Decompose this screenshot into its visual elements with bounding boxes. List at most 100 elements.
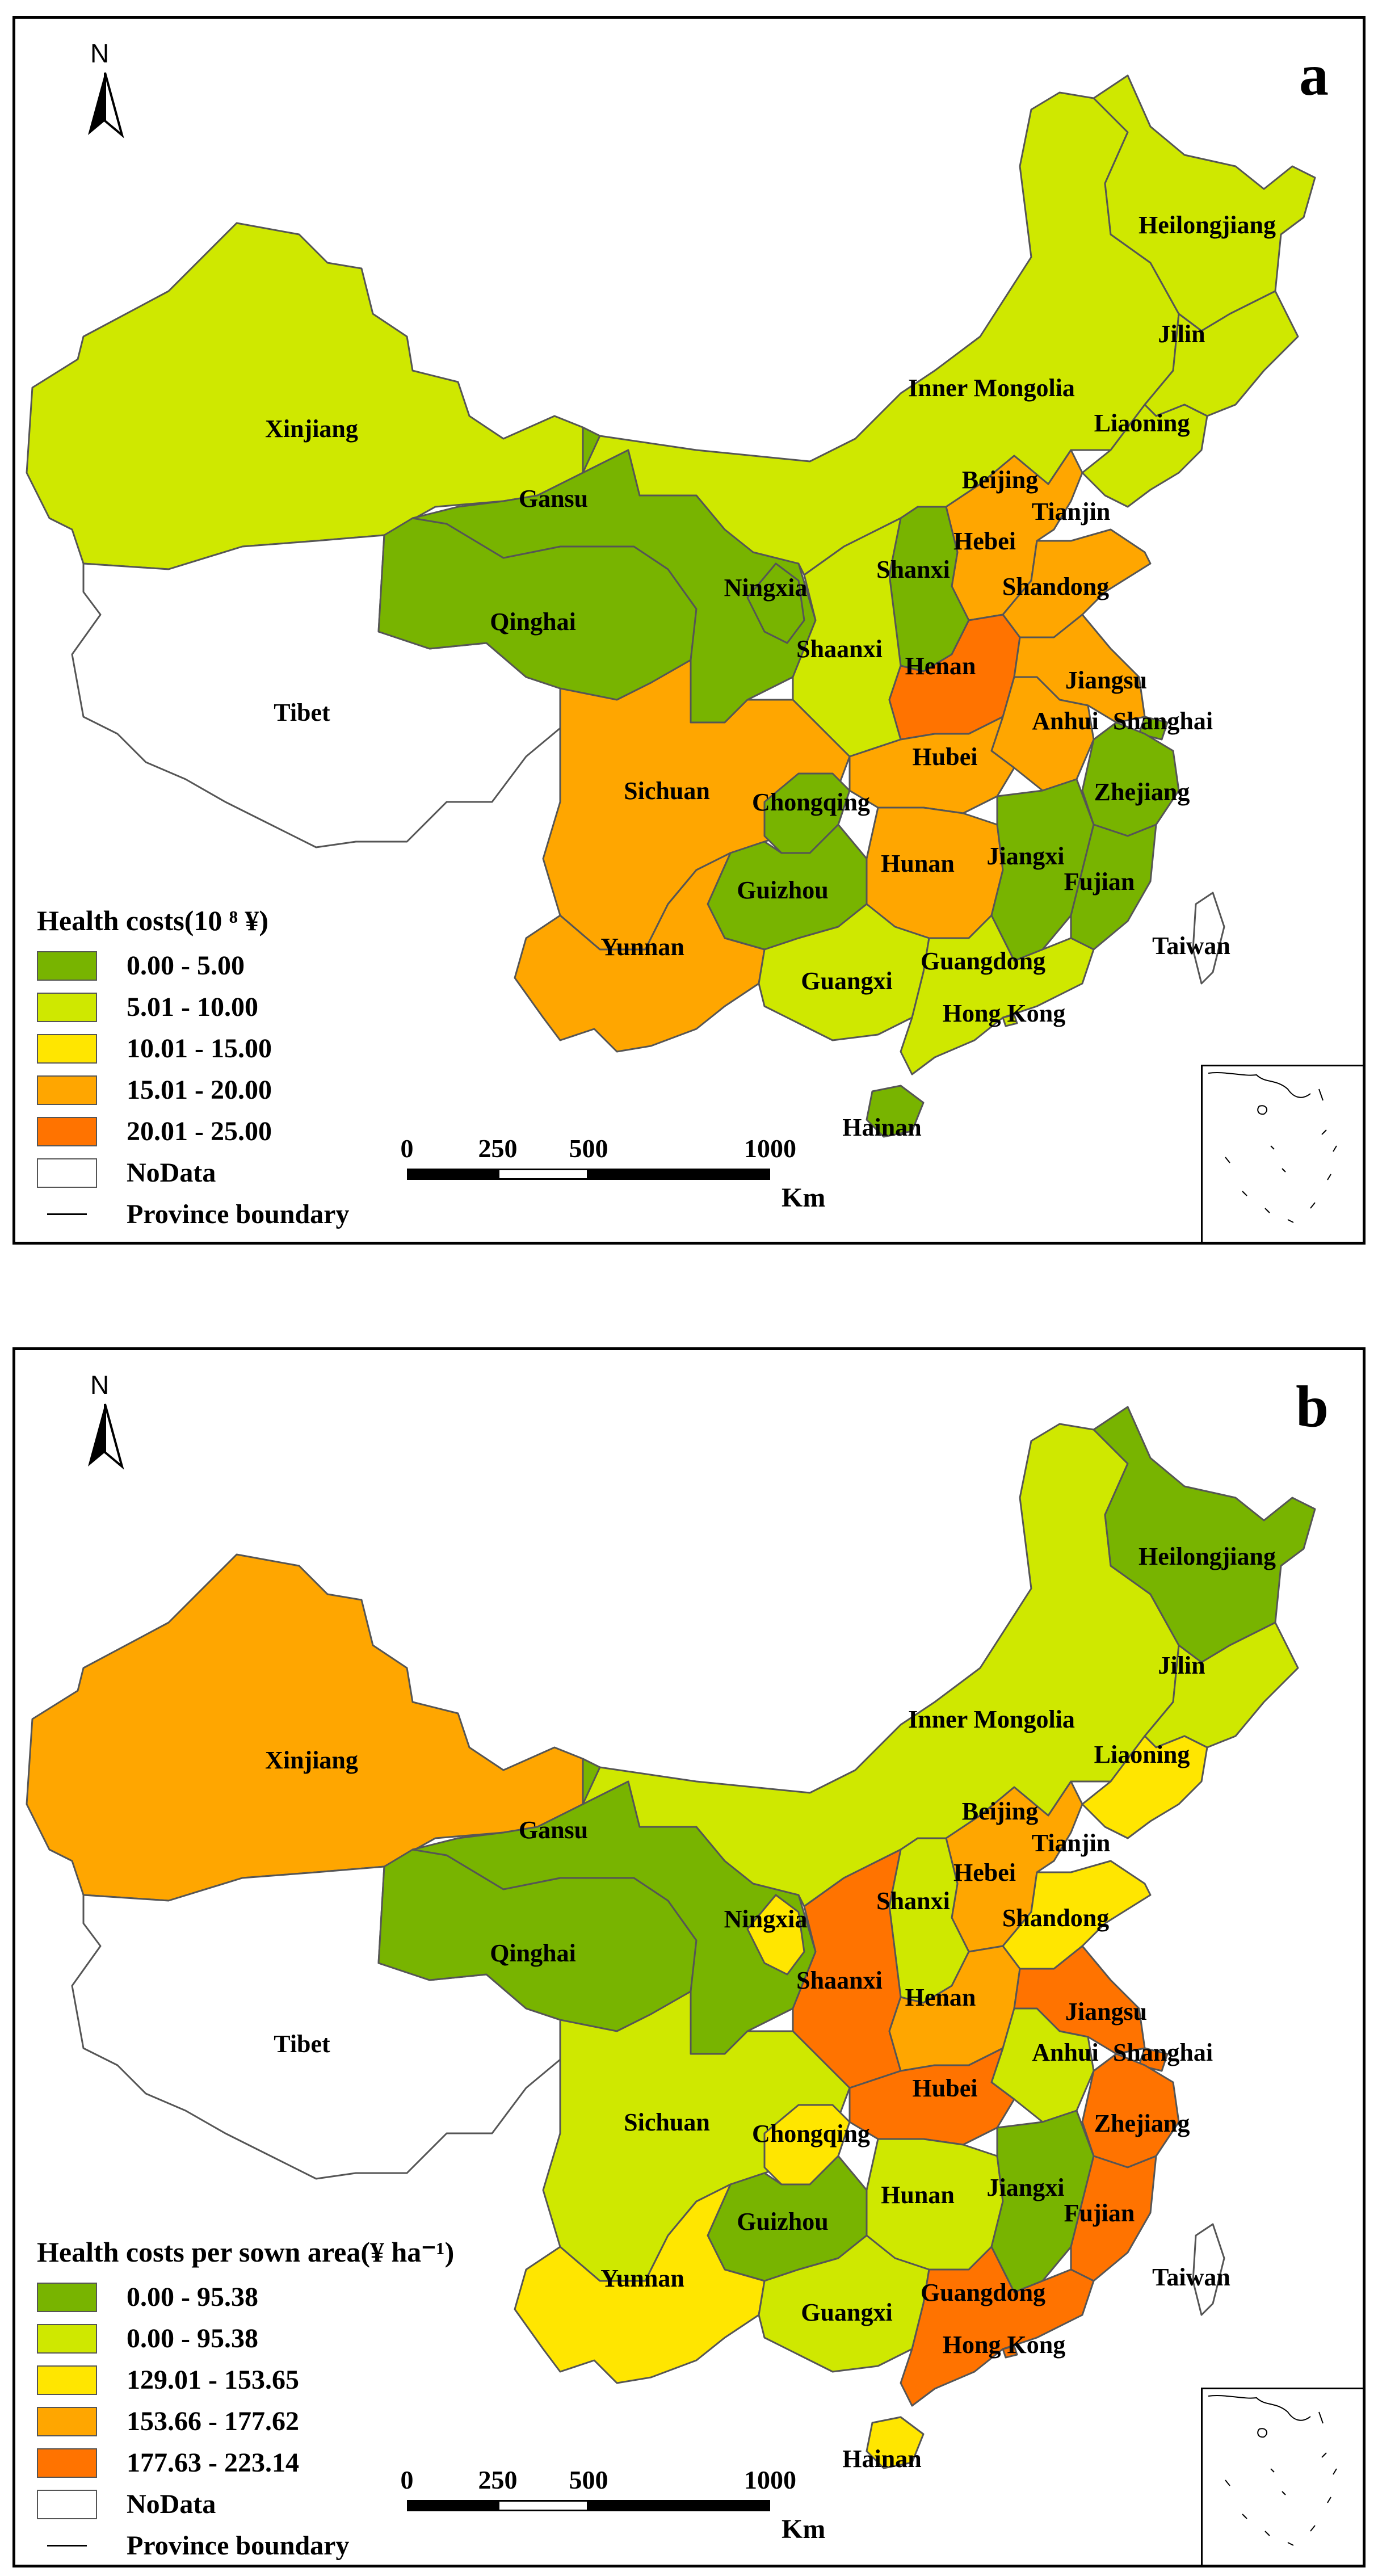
north-label: N	[90, 39, 110, 68]
legend-title: Health costs(10 ⁸ ¥)	[37, 905, 268, 936]
province-label-chongqing: Chongqing	[752, 788, 870, 816]
province-label-shanxi: Shanxi	[876, 556, 950, 583]
legend-label: 5.01 - 10.00	[127, 992, 258, 1022]
legend-swatch	[37, 1116, 97, 1146]
province-label-heilongjiang: Heilongjiang	[1138, 1543, 1276, 1570]
province-label-shanghai: Shanghai	[1113, 707, 1213, 735]
legend-class: 0.00 - 95.38	[37, 2276, 454, 2318]
province-taiwan	[1192, 2223, 1225, 2316]
province-fujian	[1070, 2155, 1157, 2282]
legend-swatch	[37, 1075, 97, 1105]
legend-label: 129.01 - 153.65	[127, 2365, 299, 2395]
legend-swatch	[37, 2282, 97, 2312]
province-heilongjiang	[1093, 74, 1316, 332]
scale-unit: Km	[782, 2514, 826, 2544]
legend-class: 177.63 - 223.14	[37, 2442, 454, 2483]
province-label-taiwan: Taiwan	[1152, 932, 1230, 960]
province-label-yunnan: Yunnan	[600, 2264, 684, 2292]
scale-segment	[498, 2500, 589, 2511]
province-liaoning	[1081, 404, 1208, 508]
province-label-hubei: Hubei	[913, 743, 978, 771]
province-hainan	[866, 1085, 925, 1138]
province-label-taiwan: Taiwan	[1152, 2263, 1230, 2291]
province-label-jiangxi: Jiangxi	[987, 842, 1065, 870]
province-label-zhejiang: Zhejiang	[1094, 778, 1190, 806]
province-fujian	[1070, 823, 1157, 951]
legend-label: 153.66 - 177.62	[127, 2406, 299, 2436]
province-label-hongkong: Hong Kong	[943, 999, 1065, 1027]
province-heilongjiang	[1093, 1406, 1316, 1663]
province-label-guizhou: Guizhou	[737, 876, 828, 904]
province-label-shanxi: Shanxi	[876, 1887, 950, 1915]
province-label-innermongolia: Inner Mongolia	[908, 1705, 1075, 1733]
north-arrow-icon	[88, 1403, 124, 1470]
province-label-guangdong: Guangdong	[921, 947, 1045, 975]
province-label-sichuan: Sichuan	[624, 2108, 710, 2136]
province-label-beijing: Beijing	[962, 1797, 1038, 1825]
province-label-sichuan: Sichuan	[624, 777, 710, 805]
legend-swatch	[37, 2323, 97, 2354]
legend-label: 10.01 - 15.00	[127, 1033, 272, 1064]
province-guangdong	[900, 2246, 1095, 2407]
boundary-line-symbol	[47, 1213, 87, 1215]
legend-label: 0.00 - 95.38	[127, 2323, 258, 2354]
scale-tick-label: 250	[478, 2465, 518, 2494]
legend-swatch	[37, 1033, 97, 1064]
scale-segment	[589, 1169, 770, 1180]
province-label-hebei: Hebei	[953, 1859, 1016, 1886]
province-label-xinjiang: Xinjiang	[265, 415, 358, 443]
province-label-qinghai: Qinghai	[490, 1939, 576, 1967]
boundary-label: Province boundary	[127, 1199, 350, 1229]
province-liaoning	[1081, 1735, 1208, 1839]
province-ningxia	[746, 562, 805, 644]
legend-label: 0.00 - 95.38	[127, 2282, 258, 2312]
province-label-jiangxi: Jiangxi	[987, 2174, 1065, 2201]
province-label-anhui: Anhui	[1032, 2039, 1098, 2066]
province-label-jilin: Jilin	[1158, 1652, 1205, 1679]
province-label-guangxi: Guangxi	[801, 2298, 892, 2326]
province-label-henan: Henan	[905, 652, 976, 680]
legend-label: 0.00 - 5.00	[127, 951, 245, 981]
province-label-yunnan: Yunnan	[600, 933, 684, 961]
province-label-shaanxi: Shaanxi	[796, 1966, 883, 1994]
province-label-gansu: Gansu	[519, 1816, 588, 1844]
legend-swatch	[37, 2365, 97, 2395]
nodata-swatch	[37, 2489, 97, 2519]
province-label-beijing: Beijing	[962, 466, 1038, 494]
province-hongkong	[1002, 2345, 1018, 2359]
legend-swatch	[37, 951, 97, 981]
south-china-sea-inset	[1201, 1065, 1363, 1242]
legend-swatch	[37, 992, 97, 1022]
map-panel-a: Xinjiang Tibet Qinghai Gansu Inner Mongolia H…	[12, 16, 1366, 1245]
scale-segment	[589, 2500, 770, 2511]
province-label-hebei: Hebei	[953, 527, 1016, 555]
province-label-shanghai: Shanghai	[1113, 2039, 1213, 2066]
nodata-swatch	[37, 1158, 97, 1188]
province-label-anhui: Anhui	[1032, 707, 1098, 735]
legend-label: 15.01 - 20.00	[127, 1075, 272, 1105]
province-label-heilongjiang: Heilongjiang	[1138, 211, 1276, 239]
province-hongkong	[1002, 1014, 1018, 1027]
province-label-henan: Henan	[905, 1984, 976, 2011]
scale-segment	[407, 1169, 498, 1180]
province-label-jilin: Jilin	[1158, 320, 1205, 348]
province-label-guangdong: Guangdong	[921, 2279, 1045, 2306]
province-label-guangxi: Guangxi	[801, 967, 892, 995]
province-label-innermongolia: Inner Mongolia	[908, 374, 1075, 402]
province-label-fujian: Fujian	[1064, 2199, 1135, 2227]
province-label-qinghai: Qinghai	[490, 608, 576, 636]
legend-class: 0.00 - 5.00	[37, 945, 349, 986]
province-yunnan	[514, 852, 766, 1053]
boundary-line-symbol	[47, 2545, 87, 2546]
province-label-guizhou: Guizhou	[737, 2208, 828, 2235]
scale-segment	[407, 2500, 498, 2511]
scale-tick-label: 0	[400, 2465, 414, 2494]
province-label-hunan: Hunan	[881, 850, 955, 877]
scale-tick-label: 500	[569, 2465, 608, 2494]
province-label-liaoning: Liaoning	[1094, 1741, 1190, 1768]
north-label: N	[90, 1370, 110, 1400]
scale-tick-label: 1000	[744, 2465, 796, 2494]
boundary-label: Province boundary	[127, 2531, 350, 2561]
province-label-jiangsu: Jiangsu	[1065, 666, 1147, 694]
legend-title: Health costs per sown area(¥ ha⁻¹)	[37, 2236, 455, 2268]
